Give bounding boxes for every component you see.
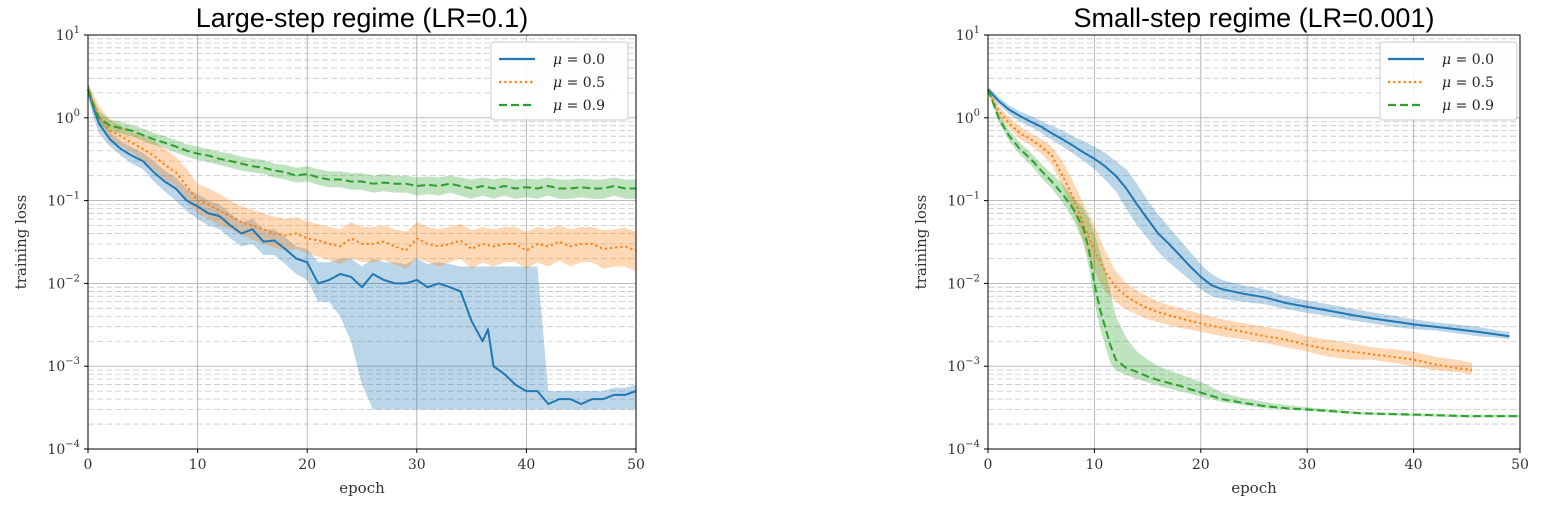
chart-panel-2: 0 10 20 30 40 50 101 100 10−1 10−2 10−3 10−4 Small-s… bbox=[912, 3, 1529, 497]
confidence-band-series-3 bbox=[88, 83, 636, 199]
legend-box bbox=[1379, 41, 1518, 121]
legend: μ = 0.0 μ = 0.5 μ = 0.9 bbox=[1379, 41, 1518, 121]
legend-label-series-3: μ = 0.9 bbox=[1442, 98, 1494, 114]
legend-label-series-1: μ = 0.0 bbox=[1442, 52, 1494, 68]
legend-label-series-2: μ = 0.5 bbox=[1442, 75, 1494, 91]
y-tick-label: 10−2 bbox=[47, 273, 80, 292]
y-tick-label: 10−4 bbox=[47, 439, 80, 458]
x-tick-label: 10 bbox=[189, 457, 207, 473]
x-tick-label: 30 bbox=[408, 457, 426, 473]
y-tick-label: 100 bbox=[956, 108, 980, 127]
y-tick-label: 101 bbox=[956, 25, 980, 44]
chart-title: Small-step regime (LR=0.001) bbox=[1074, 3, 1435, 33]
chart-panel-1: 0 10 20 30 40 50 101 100 10−1 10−2 10−3 10−4 Large-s… bbox=[12, 3, 645, 497]
x-axis-label: epoch bbox=[1231, 479, 1277, 497]
x-tick-label: 20 bbox=[298, 457, 316, 473]
y-axis-label: training loss bbox=[912, 195, 930, 290]
y-tick-label: 101 bbox=[56, 25, 80, 44]
x-tick-label: 30 bbox=[1298, 457, 1316, 473]
x-tick-label: 50 bbox=[627, 457, 645, 473]
series-line-1 bbox=[987, 88, 1510, 338]
x-tick-label: 50 bbox=[1511, 457, 1529, 473]
y-tick-label: 10−3 bbox=[947, 356, 980, 375]
y-tick-label: 10−3 bbox=[47, 356, 80, 375]
axes-frame bbox=[87, 34, 637, 450]
y-tick-label: 10−4 bbox=[947, 439, 980, 458]
x-tick-label: 40 bbox=[517, 457, 535, 473]
confidence-band-series-2 bbox=[88, 83, 636, 272]
x-tick-label: 0 bbox=[984, 457, 993, 473]
legend: μ = 0.0 μ = 0.5 μ = 0.9 bbox=[490, 41, 629, 121]
x-tick-label: 10 bbox=[1085, 457, 1103, 473]
x-tick-label: 20 bbox=[1192, 457, 1210, 473]
confidence-band-series-1 bbox=[88, 83, 636, 410]
x-tick-label: 0 bbox=[84, 457, 93, 473]
y-tick-label: 10−2 bbox=[947, 273, 980, 292]
x-tick-label: 40 bbox=[1405, 457, 1423, 473]
y-tick-label: 10−1 bbox=[947, 191, 980, 210]
y-tick-label: 100 bbox=[56, 108, 80, 127]
series-line-1 bbox=[87, 89, 637, 405]
y-tick-label: 10−1 bbox=[47, 191, 80, 210]
series-line-3 bbox=[987, 89, 1520, 418]
y-axis-label: training loss bbox=[12, 195, 30, 290]
legend-label-series-2: μ = 0.5 bbox=[553, 75, 605, 91]
x-axis-label: epoch bbox=[339, 479, 385, 497]
chart-title: Large-step regime (LR=0.1) bbox=[196, 3, 528, 33]
legend-label-series-3: μ = 0.9 bbox=[553, 98, 605, 114]
series-line-2 bbox=[87, 89, 637, 252]
confidence-band-series-3 bbox=[988, 86, 1520, 418]
legend-label-series-1: μ = 0.0 bbox=[553, 52, 605, 68]
legend-box bbox=[490, 41, 629, 121]
axes-frame bbox=[987, 34, 1521, 450]
confidence-band-series-1 bbox=[988, 86, 1510, 340]
